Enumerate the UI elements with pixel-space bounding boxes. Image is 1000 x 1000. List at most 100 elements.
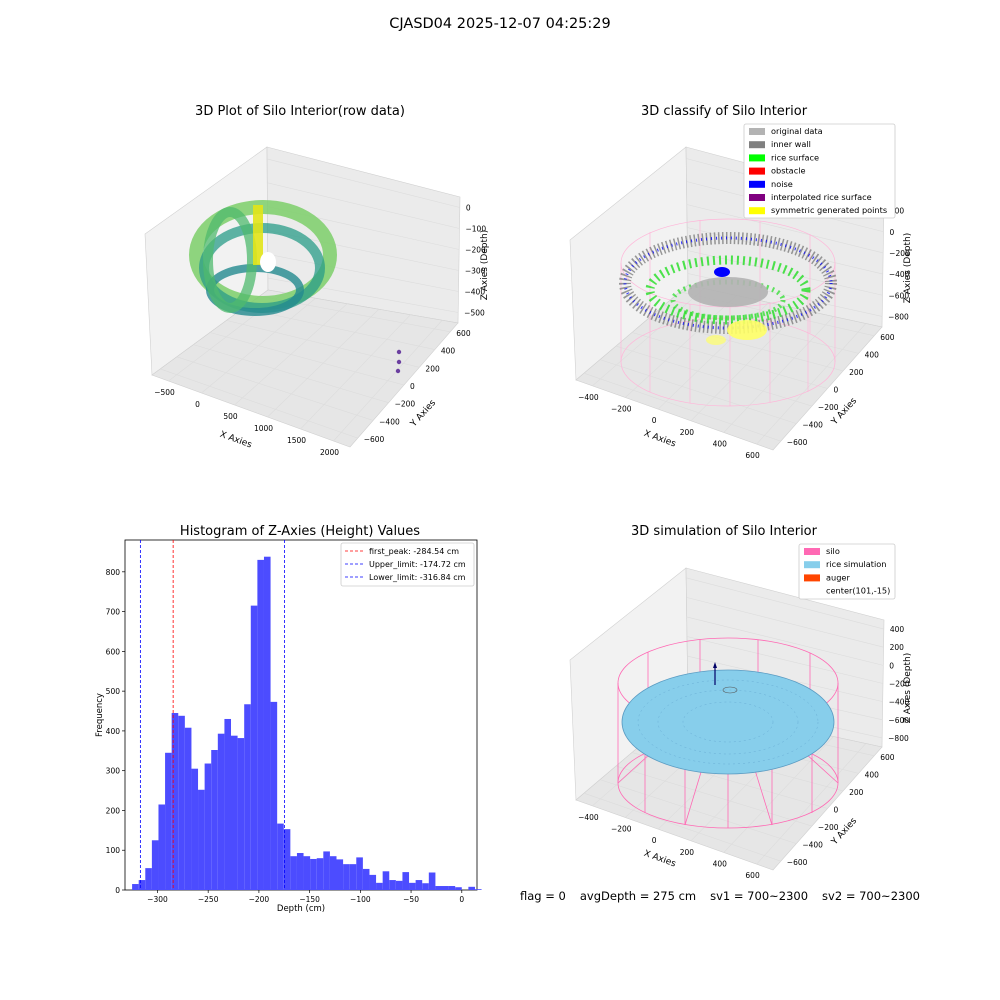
raw-z-axis-label: Z Axies (Depth) bbox=[480, 230, 490, 301]
hist-bar bbox=[231, 735, 238, 890]
raw-grid-y bbox=[209, 332, 405, 386]
cls-y-tick-label: 0 bbox=[834, 386, 839, 395]
hist-bar bbox=[171, 713, 179, 890]
sim-y-tick-label: 200 bbox=[849, 788, 864, 797]
cls-y-tick-label: 400 bbox=[865, 350, 880, 359]
classify-legend-label: symmetric generated points bbox=[771, 205, 887, 215]
sim-y-tick-label: −400 bbox=[802, 841, 823, 850]
classify-legend-swatch bbox=[749, 207, 765, 215]
hist-x-tick-label: −300 bbox=[147, 895, 168, 904]
sim-y-tick-label: 400 bbox=[865, 770, 880, 779]
hist-bar bbox=[165, 752, 172, 890]
hist-bar bbox=[191, 768, 199, 890]
figure-title: CJASD04 2025-12-07 04:25:29 bbox=[389, 16, 611, 32]
classify-legend-label: interpolated rice surface bbox=[771, 192, 872, 202]
hist-bar bbox=[415, 880, 423, 890]
sim-z-tick-label: 200 bbox=[890, 643, 905, 652]
avg-depth-text: avgDepth = 275 cm bbox=[579, 889, 697, 903]
hist-bar bbox=[138, 880, 146, 890]
hist-bar bbox=[270, 701, 278, 890]
hist-bar bbox=[204, 763, 212, 890]
hist-bar bbox=[468, 886, 475, 890]
hist-x-tick-label: −200 bbox=[249, 895, 270, 904]
cls-grid-y bbox=[615, 345, 813, 407]
hist-bar bbox=[283, 829, 291, 890]
hist-bar bbox=[382, 871, 390, 890]
cls-x-tick-label: 400 bbox=[713, 440, 728, 449]
classify-z-tick-labels: 200 0 −200 −400 −600 −800 bbox=[888, 207, 910, 322]
sim-z-tick-label: −400 bbox=[889, 698, 910, 707]
cls-z-tick-label: 0 bbox=[890, 228, 895, 237]
sim-z-tick-label: −800 bbox=[888, 734, 909, 743]
sim-rice-surface bbox=[621, 662, 835, 775]
sim-legend-swatch bbox=[804, 561, 820, 569]
hist-bar bbox=[448, 886, 456, 890]
sim-legend-label: center(101,-15) bbox=[826, 586, 890, 596]
hist-bar bbox=[250, 605, 258, 890]
cls-y-tick-label: −400 bbox=[802, 421, 823, 430]
classify-legend-label: obstacle bbox=[771, 166, 806, 176]
sim-grid-y bbox=[583, 792, 781, 862]
raw-x-tick-label: 2000 bbox=[320, 448, 339, 457]
hist-bar bbox=[409, 882, 416, 890]
status-footer: flag = 0 avgDepth = 275 cm sv1 = 700~2300 s… bbox=[520, 889, 934, 903]
raw-grid-y bbox=[160, 368, 358, 439]
raw-grid-z bbox=[267, 182, 460, 229]
sim-legend-label: silo bbox=[826, 546, 840, 556]
classify-legend-label: rice surface bbox=[771, 152, 819, 162]
classify-x-tick-labels: −400 −200 0 200 400 600 bbox=[578, 393, 760, 460]
hist-legend-label: Lower_limit: -316.84 cm bbox=[369, 573, 466, 582]
sim-grid-z bbox=[686, 616, 884, 666]
hist-x-tick-label: −150 bbox=[299, 895, 320, 904]
cls-grid-y bbox=[599, 359, 797, 424]
classify-legend-swatch bbox=[749, 154, 765, 162]
raw-x-tick-labels: −500 0 500 1000 1500 2000 bbox=[154, 388, 339, 457]
hist-bar bbox=[257, 559, 264, 890]
cls-x-tick-label: 600 bbox=[745, 451, 760, 460]
hist-y-axis-label: Frequency bbox=[95, 693, 105, 737]
sim-grid-z bbox=[686, 577, 884, 630]
raw-y-tick-label: 200 bbox=[425, 364, 440, 373]
hist-bar bbox=[474, 889, 482, 890]
sim-x-tick-label: 200 bbox=[680, 848, 695, 857]
sim-legend-label: rice simulation bbox=[826, 559, 886, 569]
sv2-text: sv2 = 700~2300 bbox=[822, 889, 920, 903]
hist-y-tick-label: 300 bbox=[106, 767, 121, 776]
hist-bar bbox=[303, 856, 311, 890]
sv1-text: sv1 = 700~2300 bbox=[710, 889, 809, 903]
sim-z-tick-label: −200 bbox=[889, 680, 910, 689]
raw-x-tick-label: 1000 bbox=[254, 424, 273, 433]
hist-bar bbox=[356, 857, 363, 890]
hist-bar bbox=[362, 868, 370, 890]
hist-bar bbox=[428, 872, 436, 890]
raw-z-tick-label: −200 bbox=[465, 246, 486, 255]
cls-z-tick-label: −600 bbox=[889, 291, 910, 300]
raw-y-tick-label: −400 bbox=[379, 417, 400, 426]
hist-legend-label: Upper_limit: -174.72 cm bbox=[369, 560, 466, 569]
hist-bar bbox=[296, 853, 304, 890]
classify-legend-label: noise bbox=[771, 179, 793, 189]
hist-bar bbox=[442, 886, 449, 890]
sim-x-axis-label: X Axies bbox=[642, 849, 677, 870]
sim-x-tick-label: 600 bbox=[745, 871, 760, 880]
hist-bar bbox=[310, 858, 317, 890]
hist-bar bbox=[178, 715, 185, 890]
hist-bars bbox=[132, 556, 482, 890]
hist-y-tick-label: 700 bbox=[106, 608, 121, 617]
sim-z-tick-label: 400 bbox=[890, 625, 905, 634]
cls-grid-z bbox=[686, 204, 884, 254]
cls-grid-y bbox=[583, 372, 781, 442]
raw-y-tick-label: 400 bbox=[441, 347, 456, 356]
cls-x-tick-label: 200 bbox=[680, 428, 695, 437]
hist-bar bbox=[389, 880, 396, 890]
sim-legend-swatch bbox=[804, 574, 820, 582]
sim-x-tick-label: 400 bbox=[713, 860, 728, 869]
raw-x-tick-label: 500 bbox=[223, 412, 238, 421]
hist-bar bbox=[184, 727, 192, 890]
